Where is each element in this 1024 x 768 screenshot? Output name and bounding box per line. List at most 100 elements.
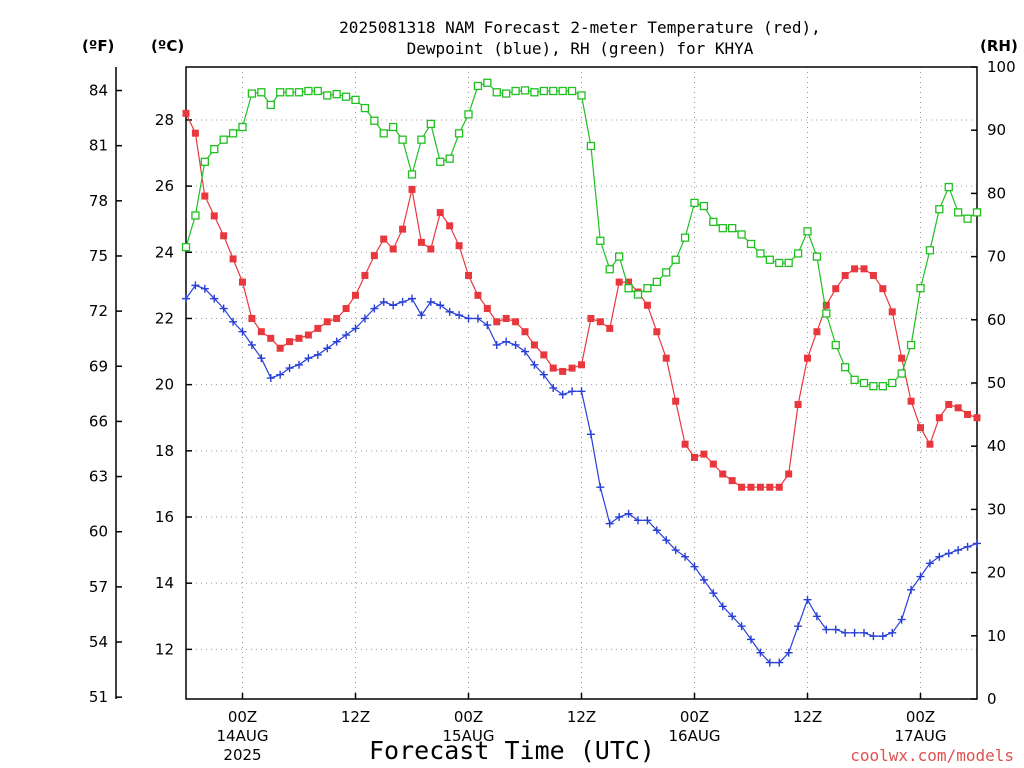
data-point — [832, 285, 840, 293]
fahrenheit-tick-label: 66 — [89, 412, 108, 430]
credit-link[interactable]: coolwx.com/models — [850, 746, 1014, 765]
data-point — [333, 314, 341, 322]
data-point — [888, 308, 896, 316]
data-point — [549, 383, 558, 392]
data-point — [624, 509, 633, 518]
data-point — [502, 314, 510, 322]
data-point — [831, 625, 840, 634]
data-point — [596, 318, 604, 326]
data-point — [841, 271, 849, 279]
data-point — [935, 552, 944, 561]
series-temperature — [182, 109, 981, 491]
data-point — [370, 304, 379, 313]
data-point — [596, 483, 605, 492]
data-point — [201, 192, 209, 200]
data-point — [681, 552, 690, 561]
data-point — [860, 628, 868, 637]
data-point — [464, 110, 473, 119]
data-point — [633, 290, 643, 299]
data-point — [445, 307, 454, 316]
fahrenheit-tick-label: 84 — [89, 82, 108, 100]
data-point — [454, 129, 464, 138]
data-point — [577, 387, 586, 396]
data-point — [859, 378, 869, 388]
data-point — [916, 572, 925, 581]
x-tick-date-label: 17AUG — [895, 727, 947, 745]
data-point — [493, 318, 501, 326]
data-point — [746, 239, 756, 249]
data-point — [520, 86, 530, 95]
data-point — [370, 116, 379, 125]
data-point — [822, 625, 831, 634]
data-point — [718, 602, 727, 611]
data-point — [398, 297, 407, 306]
data-point — [615, 513, 624, 522]
data-point — [247, 340, 256, 349]
data-point — [182, 109, 190, 117]
data-point — [492, 340, 501, 349]
data-point — [200, 157, 209, 166]
x-tick-date-label: 15AUG — [443, 727, 495, 745]
data-point — [926, 440, 934, 448]
fahrenheit-tick-label: 78 — [89, 192, 108, 210]
data-point — [228, 129, 238, 138]
data-point — [662, 354, 670, 362]
data-point — [709, 589, 718, 598]
data-point — [549, 364, 557, 372]
celsius-tick-label: 26 — [155, 177, 174, 195]
rh-tick-label: 40 — [987, 437, 1006, 455]
data-point — [605, 265, 614, 274]
data-point — [360, 314, 369, 323]
data-point — [785, 470, 793, 478]
data-point — [765, 255, 774, 264]
data-point — [276, 370, 285, 379]
data-point — [351, 95, 360, 105]
data-point — [954, 546, 963, 555]
data-point — [417, 311, 426, 320]
data-point — [681, 440, 689, 448]
data-point — [841, 628, 850, 637]
data-point — [521, 328, 529, 336]
data-point — [738, 483, 746, 491]
data-point — [502, 89, 511, 98]
data-point — [351, 324, 360, 333]
data-point — [718, 224, 727, 233]
data-point — [473, 314, 482, 323]
data-point — [295, 360, 303, 369]
data-point — [747, 635, 755, 644]
data-point — [549, 86, 558, 96]
data-point — [380, 235, 388, 243]
data-point — [691, 453, 698, 461]
data-point — [568, 387, 577, 396]
x-tick-label: 12Z — [341, 708, 370, 726]
data-point — [558, 86, 567, 96]
data-point — [568, 364, 576, 372]
data-point — [954, 404, 962, 412]
data-point — [841, 363, 850, 372]
data-point — [511, 86, 520, 96]
data-point — [897, 369, 906, 378]
rh-tick-label: 80 — [987, 184, 1006, 202]
data-point — [398, 135, 407, 144]
data-point — [935, 205, 944, 214]
data-point — [464, 314, 473, 323]
data-point — [869, 382, 878, 391]
data-point — [473, 81, 483, 91]
fahrenheit-tick-label: 69 — [89, 357, 108, 375]
data-point — [191, 211, 200, 220]
series-rh — [181, 78, 982, 391]
data-point — [558, 390, 567, 399]
data-point — [332, 90, 341, 99]
data-point — [935, 414, 943, 422]
data-point — [963, 214, 972, 223]
data-point — [455, 311, 464, 320]
data-point — [512, 318, 520, 326]
data-point — [238, 327, 247, 336]
data-point — [964, 410, 972, 418]
data-point — [220, 232, 228, 240]
data-point — [794, 622, 803, 631]
data-point — [577, 91, 586, 100]
series-line — [185, 82, 978, 387]
data-point — [313, 86, 322, 96]
data-point — [643, 301, 651, 309]
